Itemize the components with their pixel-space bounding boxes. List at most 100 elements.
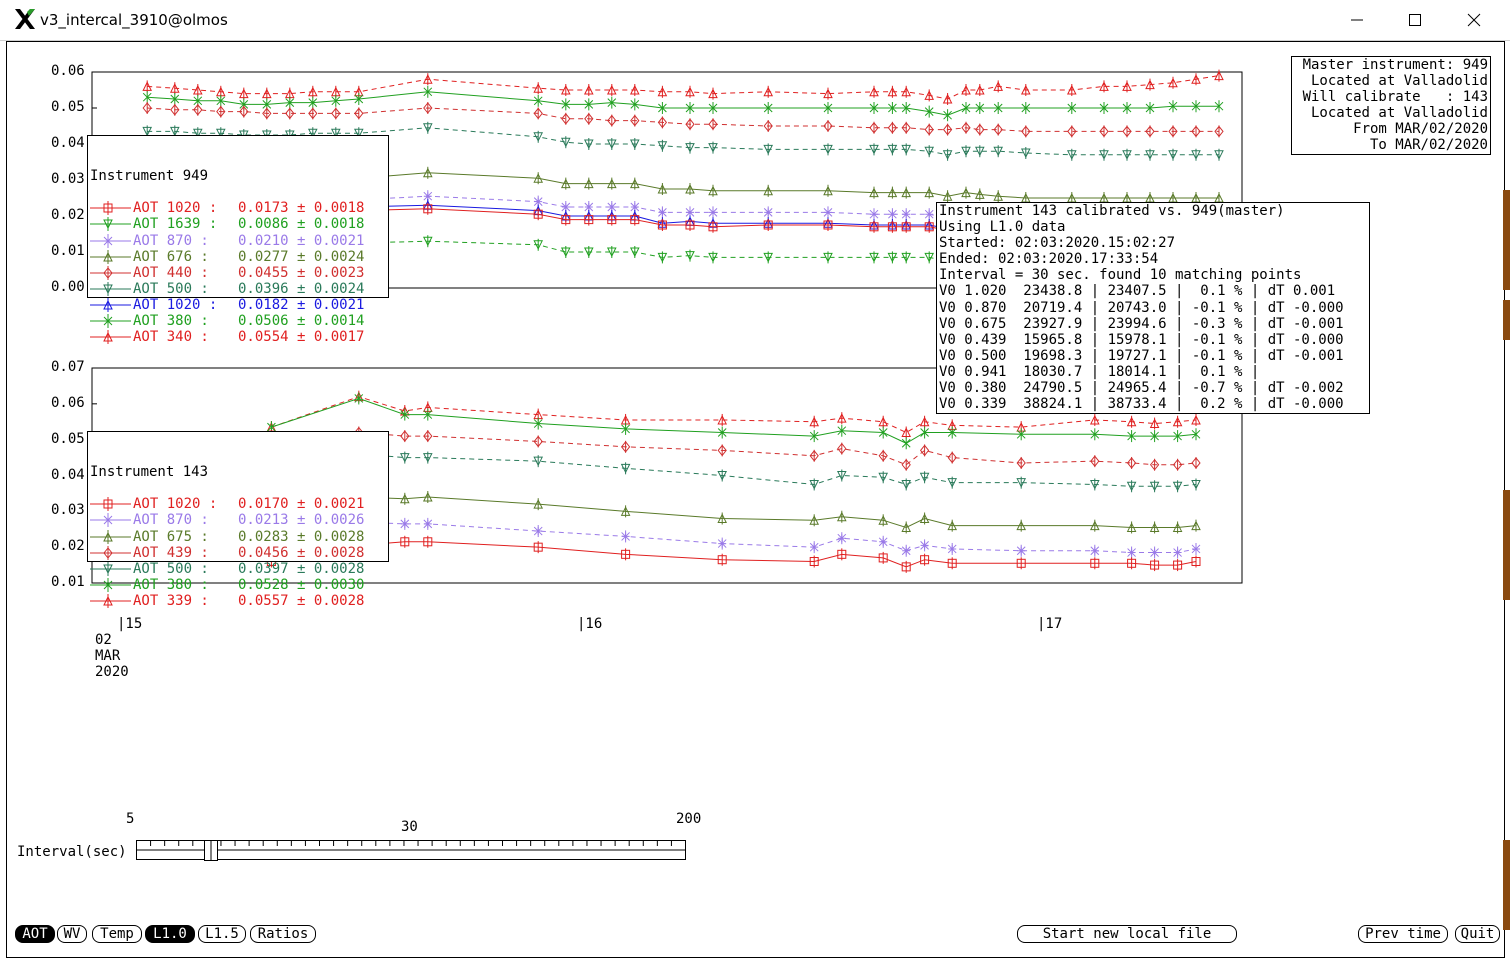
data-point bbox=[399, 453, 410, 463]
wv-button[interactable]: WV bbox=[57, 925, 87, 943]
data-point bbox=[1126, 457, 1137, 469]
data-point bbox=[837, 533, 847, 543]
data-point bbox=[901, 438, 911, 448]
series-0 bbox=[142, 69, 1224, 105]
data-point bbox=[629, 84, 640, 95]
data-point bbox=[942, 150, 953, 160]
aot-button[interactable]: AOT bbox=[15, 925, 55, 943]
legend-value: 0.0456 ± 0.0028 bbox=[238, 544, 365, 561]
data-point bbox=[584, 100, 594, 109]
data-point bbox=[763, 252, 774, 263]
series-3 bbox=[266, 448, 1201, 493]
data-point bbox=[307, 128, 318, 139]
legend-label: AOT 676 : bbox=[133, 248, 209, 265]
data-point bbox=[869, 187, 879, 198]
data-point bbox=[878, 553, 888, 563]
legend-row: AOT 440 : 0.0455 ± 0.0023 bbox=[88, 265, 388, 281]
series-line bbox=[271, 496, 1197, 528]
data-point bbox=[924, 107, 934, 116]
interval-slider-thumb[interactable] bbox=[204, 840, 218, 861]
data-point bbox=[629, 247, 640, 258]
data-point bbox=[533, 499, 544, 509]
data-point bbox=[533, 209, 543, 219]
l10-button[interactable]: L1.0 bbox=[145, 925, 195, 943]
legend-value: 0.0528 ± 0.0030 bbox=[238, 576, 365, 593]
data-point bbox=[657, 183, 668, 194]
info-line: V0 0.380 24790.5 | 24965.4 | -0.7 % | dT… bbox=[939, 380, 1344, 397]
data-point bbox=[1067, 125, 1077, 138]
prev-time-button[interactable]: Prev time bbox=[1358, 925, 1448, 943]
data-point bbox=[1214, 150, 1224, 160]
data-point bbox=[1214, 125, 1224, 138]
data-point bbox=[1016, 546, 1026, 556]
data-point bbox=[1149, 418, 1160, 429]
data-point bbox=[836, 413, 847, 423]
data-point bbox=[901, 121, 911, 134]
data-point bbox=[763, 144, 774, 155]
data-point bbox=[607, 202, 617, 212]
series-2 bbox=[266, 426, 1201, 471]
ratios-button[interactable]: Ratios bbox=[250, 925, 316, 943]
legend-value: 0.0396 ± 0.0024 bbox=[238, 280, 365, 297]
data-point bbox=[1168, 77, 1178, 88]
data-point bbox=[239, 105, 249, 118]
legend-value: 0.0554 ± 0.0017 bbox=[238, 329, 365, 346]
y-tick-label: 0.05 bbox=[51, 430, 85, 447]
data-point bbox=[717, 428, 727, 437]
data-point bbox=[285, 107, 295, 120]
legend-symbol-icon bbox=[90, 593, 131, 608]
data-point bbox=[708, 208, 718, 217]
data-point bbox=[1145, 150, 1155, 160]
data-point bbox=[708, 118, 718, 131]
data-point bbox=[583, 84, 594, 95]
data-point bbox=[942, 93, 953, 104]
data-point bbox=[1191, 520, 1201, 531]
data-point bbox=[1172, 416, 1183, 427]
interval-slider[interactable] bbox=[136, 838, 686, 860]
data-point bbox=[809, 542, 819, 552]
data-point bbox=[1214, 70, 1224, 81]
data-point bbox=[837, 442, 847, 455]
data-point bbox=[423, 191, 433, 201]
temp-button[interactable]: Temp bbox=[92, 925, 142, 943]
slider-max-label: 200 bbox=[676, 811, 702, 827]
y-tick-label: 0.03 bbox=[51, 171, 85, 187]
data-point bbox=[1191, 479, 1201, 490]
minimize-button[interactable] bbox=[1338, 6, 1378, 34]
data-point bbox=[533, 435, 543, 448]
data-point bbox=[533, 107, 543, 120]
data-point bbox=[919, 513, 930, 523]
data-point bbox=[924, 123, 934, 136]
data-point bbox=[1126, 481, 1137, 492]
legend-row: AOT 676 : 0.0277 ± 0.0024 bbox=[88, 249, 388, 265]
legend-value: 0.0397 ± 0.0028 bbox=[238, 560, 365, 577]
close-button[interactable] bbox=[1455, 6, 1495, 34]
x-tick-label-15: |15 bbox=[117, 616, 143, 632]
data-point bbox=[422, 236, 433, 247]
l15-button[interactable]: L1.5 bbox=[198, 925, 246, 943]
data-point bbox=[809, 416, 820, 427]
legend-value: 0.0455 ± 0.0023 bbox=[238, 264, 365, 281]
data-point bbox=[823, 208, 833, 217]
series-0 bbox=[266, 390, 1201, 439]
data-point bbox=[901, 427, 912, 437]
quit-button[interactable]: Quit bbox=[1455, 925, 1500, 943]
info-line: Interval = 30 sec. found 10 matching poi… bbox=[939, 267, 1302, 284]
data-point bbox=[533, 173, 544, 183]
info-line: V0 1.020 23438.8 | 23407.5 | 0.1 % | dT … bbox=[939, 283, 1336, 300]
data-point bbox=[1168, 150, 1178, 160]
data-point bbox=[657, 141, 668, 151]
data-point bbox=[717, 471, 728, 481]
start-new-local-file-button[interactable]: Start new local file bbox=[1017, 925, 1237, 943]
minimize-icon bbox=[1351, 19, 1363, 21]
data-point bbox=[606, 247, 617, 258]
data-point bbox=[717, 539, 727, 548]
data-point bbox=[169, 126, 180, 137]
maximize-button[interactable] bbox=[1396, 6, 1436, 34]
data-point bbox=[657, 86, 668, 97]
data-point bbox=[763, 220, 773, 230]
data-point bbox=[561, 112, 571, 125]
data-point bbox=[685, 103, 695, 113]
window-titlebar[interactable]: v3_intercal_3910@olmos bbox=[0, 0, 1510, 41]
data-point bbox=[901, 252, 912, 263]
